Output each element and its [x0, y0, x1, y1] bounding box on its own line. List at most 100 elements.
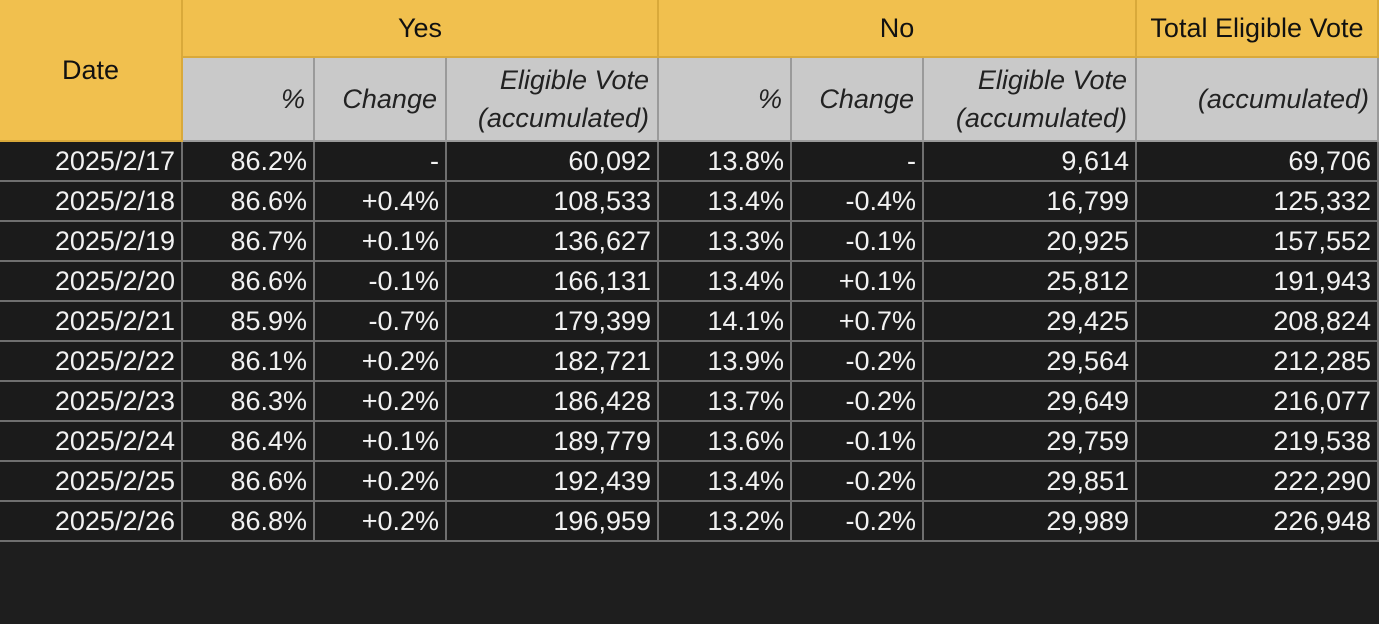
cell-text: 222,290 — [1273, 465, 1371, 496]
data-cell: 219,538 — [1137, 422, 1379, 462]
cell-text: 136,627 — [553, 225, 651, 256]
data-cell: 2025/2/26 — [0, 502, 183, 542]
cell-text: +0.4% — [361, 185, 439, 216]
cell-text: - — [430, 145, 439, 176]
data-cell: 2025/2/20 — [0, 262, 183, 302]
group-header: Yes — [183, 0, 659, 58]
data-cell: 29,649 — [924, 382, 1137, 422]
cell-text: 9,614 — [1061, 145, 1129, 176]
data-cell: 29,759 — [924, 422, 1137, 462]
cell-text: 69,706 — [1288, 145, 1371, 176]
cell-text: 86.1% — [230, 345, 307, 376]
data-cell: -0.2% — [792, 382, 924, 422]
data-cell: 16,799 — [924, 182, 1137, 222]
data-cell: 25,812 — [924, 262, 1137, 302]
data-cell: 13.4% — [659, 462, 792, 502]
data-cell: 69,706 — [1137, 142, 1379, 182]
cell-text: 25,812 — [1046, 265, 1129, 296]
cell-text: +0.2% — [361, 345, 439, 376]
cell-text: +0.2% — [361, 505, 439, 536]
sub-header-text: (accumulated) — [477, 103, 649, 133]
cell-text: 86.8% — [230, 505, 307, 536]
cell-text: 192,439 — [553, 465, 651, 496]
cell-text: 2025/2/26 — [54, 505, 175, 536]
data-cell: -0.1% — [315, 262, 447, 302]
cell-text: 85.9% — [230, 305, 307, 336]
data-cell: 20,925 — [924, 222, 1137, 262]
cell-text: 216,077 — [1273, 385, 1371, 416]
data-cell: 86.1% — [183, 342, 315, 382]
sub-header-text: % — [280, 84, 305, 114]
group-header: Date — [0, 0, 183, 142]
sub-header: % — [183, 58, 315, 142]
cell-text: 2025/2/17 — [54, 145, 175, 176]
cell-text: 86.3% — [230, 385, 307, 416]
data-cell: +0.1% — [315, 222, 447, 262]
data-cell: 182,721 — [447, 342, 659, 382]
data-cell: 86.2% — [183, 142, 315, 182]
sub-header-text: (accumulated) — [1197, 84, 1369, 114]
data-cell: 222,290 — [1137, 462, 1379, 502]
sub-header-text: Eligible Vote — [977, 65, 1127, 95]
data-cell: 2025/2/19 — [0, 222, 183, 262]
cell-text: 2025/2/20 — [54, 265, 175, 296]
data-cell: 2025/2/21 — [0, 302, 183, 342]
data-cell: -0.2% — [792, 462, 924, 502]
cell-text: 108,533 — [553, 185, 651, 216]
cell-text: 2025/2/21 — [54, 305, 175, 336]
cell-text: 208,824 — [1273, 305, 1371, 336]
data-cell: 2025/2/17 — [0, 142, 183, 182]
data-cell: 86.6% — [183, 262, 315, 302]
sub-header: Eligible Vote (accumulated) — [924, 58, 1137, 142]
data-cell: 208,824 — [1137, 302, 1379, 342]
data-cell: 2025/2/23 — [0, 382, 183, 422]
cell-text: 86.2% — [230, 145, 307, 176]
data-cell: 29,851 — [924, 462, 1137, 502]
data-cell: 189,779 — [447, 422, 659, 462]
data-cell: 29,425 — [924, 302, 1137, 342]
data-cell: 196,959 — [447, 502, 659, 542]
cell-text: 2025/2/25 — [54, 465, 175, 496]
sub-header: Change — [315, 58, 447, 142]
sub-header: (accumulated) — [1137, 58, 1379, 142]
cell-text: +0.2% — [361, 465, 439, 496]
data-cell: -0.2% — [792, 342, 924, 382]
data-cell: 13.3% — [659, 222, 792, 262]
data-cell: 13.9% — [659, 342, 792, 382]
cell-text: 86.6% — [230, 185, 307, 216]
data-cell: +0.2% — [315, 382, 447, 422]
cell-text: +0.2% — [361, 385, 439, 416]
data-cell: - — [792, 142, 924, 182]
cell-text: 2025/2/24 — [54, 425, 175, 456]
sub-header-text: % — [757, 84, 782, 114]
data-cell: - — [315, 142, 447, 182]
data-cell: 226,948 — [1137, 502, 1379, 542]
data-cell: +0.2% — [315, 502, 447, 542]
cell-text: 2025/2/19 — [54, 225, 175, 256]
cell-text: 13.4% — [707, 185, 784, 216]
data-cell: 2025/2/18 — [0, 182, 183, 222]
cell-text: 29,759 — [1046, 425, 1129, 456]
cell-text: 226,948 — [1273, 505, 1371, 536]
data-cell: 86.6% — [183, 182, 315, 222]
cell-text: -0.2% — [845, 465, 916, 496]
data-cell: -0.1% — [792, 222, 924, 262]
cell-text: 157,552 — [1273, 225, 1371, 256]
data-cell: 13.7% — [659, 382, 792, 422]
data-cell: 85.9% — [183, 302, 315, 342]
sub-header: Eligible Vote (accumulated) — [447, 58, 659, 142]
data-cell: -0.4% — [792, 182, 924, 222]
data-cell: -0.1% — [792, 422, 924, 462]
cell-text: 196,959 — [553, 505, 651, 536]
data-cell: 86.3% — [183, 382, 315, 422]
cell-text: 13.6% — [707, 425, 784, 456]
header-text: Date — [61, 54, 120, 85]
cell-text: 219,538 — [1273, 425, 1371, 456]
cell-text: 13.8% — [707, 145, 784, 176]
cell-text: 13.7% — [707, 385, 784, 416]
data-cell: 86.6% — [183, 462, 315, 502]
cell-text: 29,564 — [1046, 345, 1129, 376]
header-text: Total Eligible Vote — [1150, 12, 1364, 43]
cell-text: 2025/2/23 — [54, 385, 175, 416]
data-cell: 166,131 — [447, 262, 659, 302]
